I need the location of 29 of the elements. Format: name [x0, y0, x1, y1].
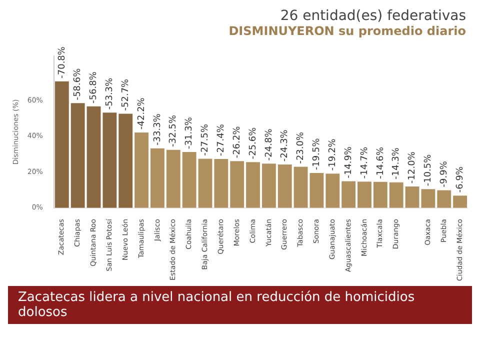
chart-title: 26 entidad(es) federativas	[279, 8, 466, 24]
data-label: -14.6%	[376, 146, 386, 179]
data-label: -26.2%	[232, 126, 242, 158]
data-label: -19.5%	[312, 138, 322, 170]
data-label: -24.3%	[280, 129, 290, 162]
chart-subtitle: DISMINUYERON su promedio diario	[228, 24, 466, 38]
data-label: -31.3%	[184, 116, 195, 149]
data-label: -27.5%	[200, 123, 211, 156]
data-label: -70.8%	[57, 46, 68, 78]
data-label: -56.8%	[89, 71, 100, 104]
data-label: -27.4%	[216, 124, 227, 156]
data-label: -58.6%	[73, 68, 84, 100]
data-label: -10.5%	[424, 154, 434, 186]
data-label: -14.3%	[392, 147, 402, 180]
data-label: -6.9%	[455, 166, 466, 193]
data-label: -33.3%	[152, 113, 163, 146]
text: Zacatecas lidera a nivel nacional en reducción de homicidios dolosos	[8, 286, 472, 324]
data-label: -25.6%	[248, 126, 258, 160]
data-label: -53.3%	[105, 77, 116, 110]
data-label: -19.2%	[328, 138, 338, 171]
data-label: -32.5%	[168, 114, 179, 147]
data-label: -9.9%	[439, 160, 450, 188]
data-label: -24.8%	[264, 128, 274, 161]
data-label: -52.7%	[120, 78, 131, 111]
data-label: -12.0%	[408, 151, 418, 184]
data-label: -23.0%	[296, 132, 306, 164]
data-label: -42.2%	[136, 97, 147, 130]
data-label: -14.7%	[360, 146, 370, 179]
data-label: -14.9%	[344, 146, 354, 178]
